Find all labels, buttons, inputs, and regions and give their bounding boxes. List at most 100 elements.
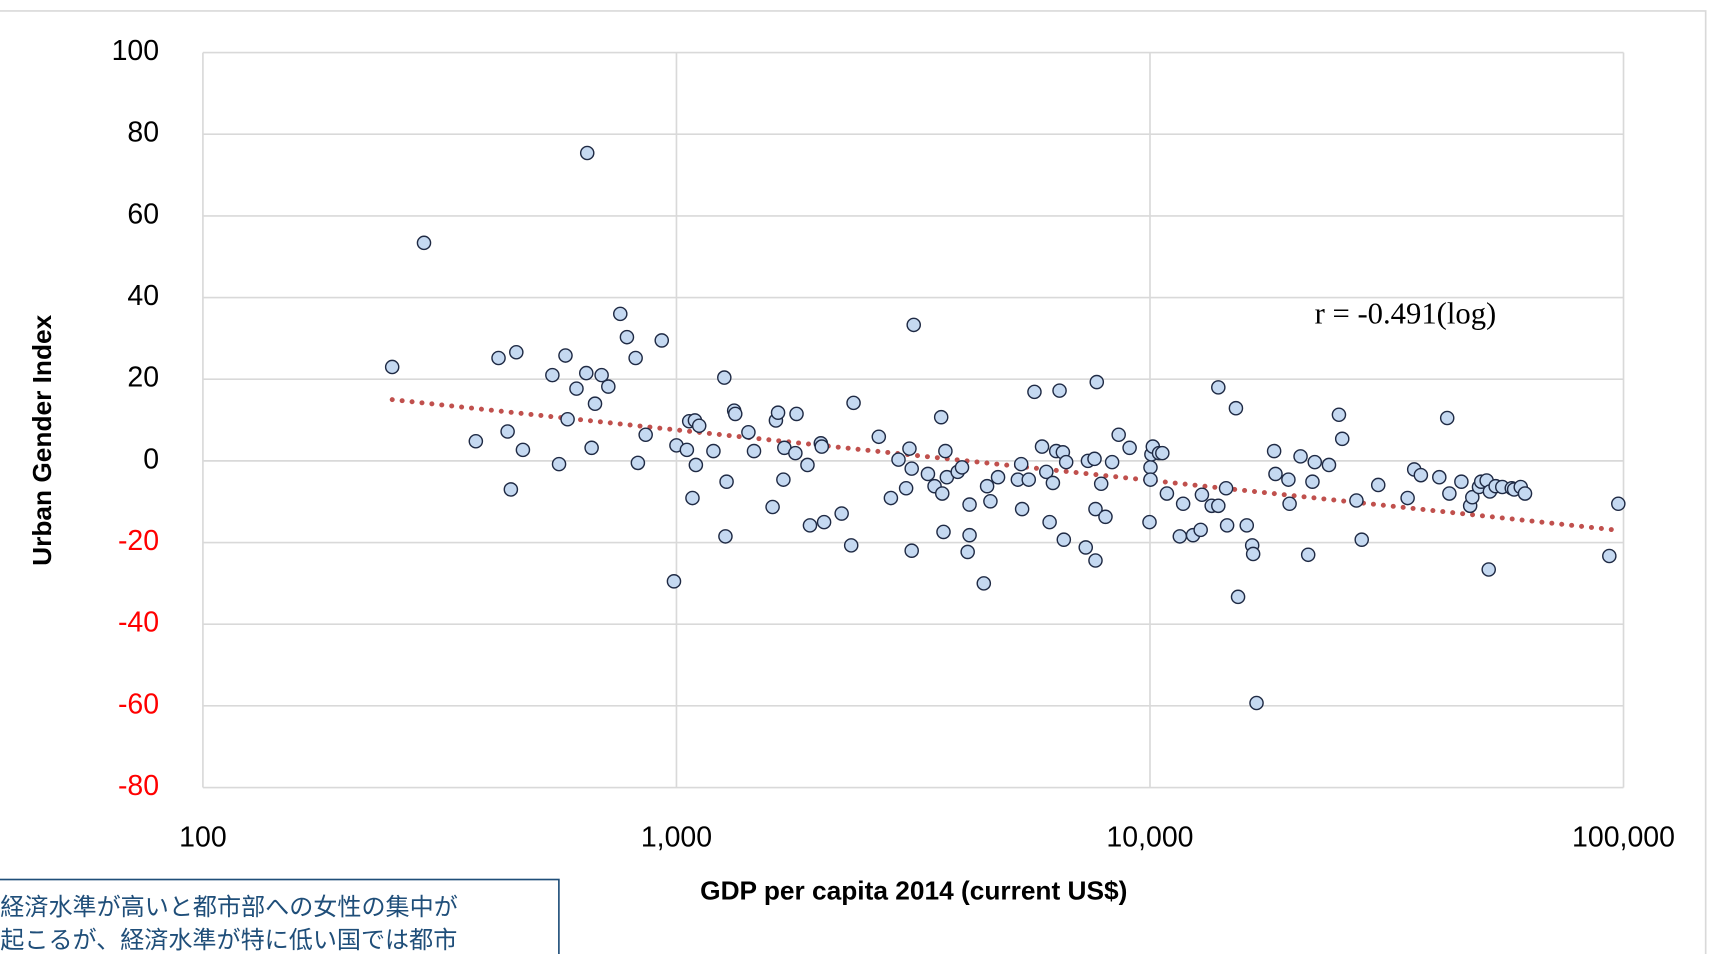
point: [706, 443, 721, 459]
point: [933, 409, 949, 425]
point: [1104, 454, 1120, 470]
point: [619, 329, 635, 345]
point: [979, 478, 995, 494]
point: [938, 443, 953, 459]
point: [1481, 562, 1497, 577]
grid: [202, 51, 1625, 789]
point: [638, 427, 653, 443]
point: [960, 544, 975, 560]
y-tick-label: -80: [118, 770, 159, 802]
point: [1211, 498, 1226, 514]
point: [902, 441, 917, 456]
point: [1239, 518, 1255, 533]
point: [1042, 514, 1057, 530]
point: [1282, 496, 1297, 512]
point: [1058, 454, 1074, 470]
trendline: [389, 397, 1621, 533]
point: [846, 395, 861, 411]
point: [1142, 514, 1157, 530]
point: [1088, 553, 1103, 568]
point: [1039, 464, 1054, 480]
point: [800, 457, 815, 473]
point: [727, 406, 743, 422]
point: [788, 445, 803, 461]
point: [1014, 501, 1030, 517]
point: [1230, 589, 1246, 605]
point: [765, 499, 780, 515]
point: [545, 367, 560, 383]
point: [666, 574, 682, 589]
point: [1098, 509, 1113, 525]
point: [983, 494, 998, 509]
point: [1439, 410, 1455, 426]
point: [1454, 474, 1469, 489]
point: [491, 350, 506, 366]
point: [628, 350, 643, 366]
point: [990, 469, 1006, 485]
point: [718, 529, 733, 544]
point: [1056, 532, 1072, 547]
point: [1611, 496, 1626, 512]
point: [578, 365, 594, 381]
point: [691, 418, 707, 434]
y-tick-label: -20: [118, 525, 159, 557]
x-tick-label: 100,000: [1572, 822, 1675, 854]
point: [1300, 547, 1316, 563]
annotation: r = -0.491(log): [1315, 297, 1497, 331]
point: [1293, 449, 1308, 464]
point: [688, 457, 704, 473]
point: [1078, 540, 1094, 555]
point: [1334, 431, 1350, 447]
x-axis-title: GDP per capita 2014 (current US$): [700, 876, 1127, 906]
point: [898, 480, 914, 496]
point: [962, 497, 977, 512]
point: [509, 344, 524, 360]
point: [1249, 695, 1264, 711]
point: [1266, 443, 1282, 459]
point: [1413, 467, 1429, 483]
point: [1087, 451, 1102, 467]
point: [1349, 493, 1364, 508]
point: [1370, 477, 1386, 493]
point: [843, 538, 859, 553]
point: [1331, 407, 1347, 423]
note-line: 起こるが、経済水準が特に低い国では都市: [0, 926, 457, 954]
point: [679, 442, 695, 458]
y-tick-label: 80: [127, 117, 159, 149]
point: [579, 145, 595, 161]
point: [1027, 384, 1042, 400]
point: [789, 406, 804, 422]
y-tick-label: -40: [118, 607, 159, 639]
point: [558, 348, 573, 363]
point: [936, 524, 951, 540]
note-box: [0, 878, 560, 954]
point: [601, 379, 616, 394]
point: [1517, 486, 1533, 501]
point: [1034, 439, 1050, 454]
point: [468, 433, 484, 449]
point: [1089, 374, 1105, 390]
point: [685, 490, 700, 506]
point: [569, 381, 584, 396]
y-tick-label: 0: [143, 443, 159, 475]
point: [920, 466, 936, 482]
x-tick-label: 100: [179, 822, 227, 854]
point: [384, 359, 400, 375]
point: [770, 405, 786, 420]
point: [1245, 546, 1261, 562]
point: [1354, 532, 1370, 547]
point: [871, 429, 887, 445]
point: [503, 482, 519, 497]
point: [587, 396, 603, 411]
point: [1021, 472, 1037, 487]
point: [1052, 383, 1067, 398]
point: [814, 439, 830, 454]
point: [954, 460, 970, 475]
point: [500, 424, 515, 439]
point: [1307, 454, 1323, 470]
marks: [384, 145, 1626, 711]
point: [1321, 457, 1337, 473]
point: [1175, 496, 1191, 512]
point: [584, 440, 599, 456]
point: [1268, 466, 1283, 482]
